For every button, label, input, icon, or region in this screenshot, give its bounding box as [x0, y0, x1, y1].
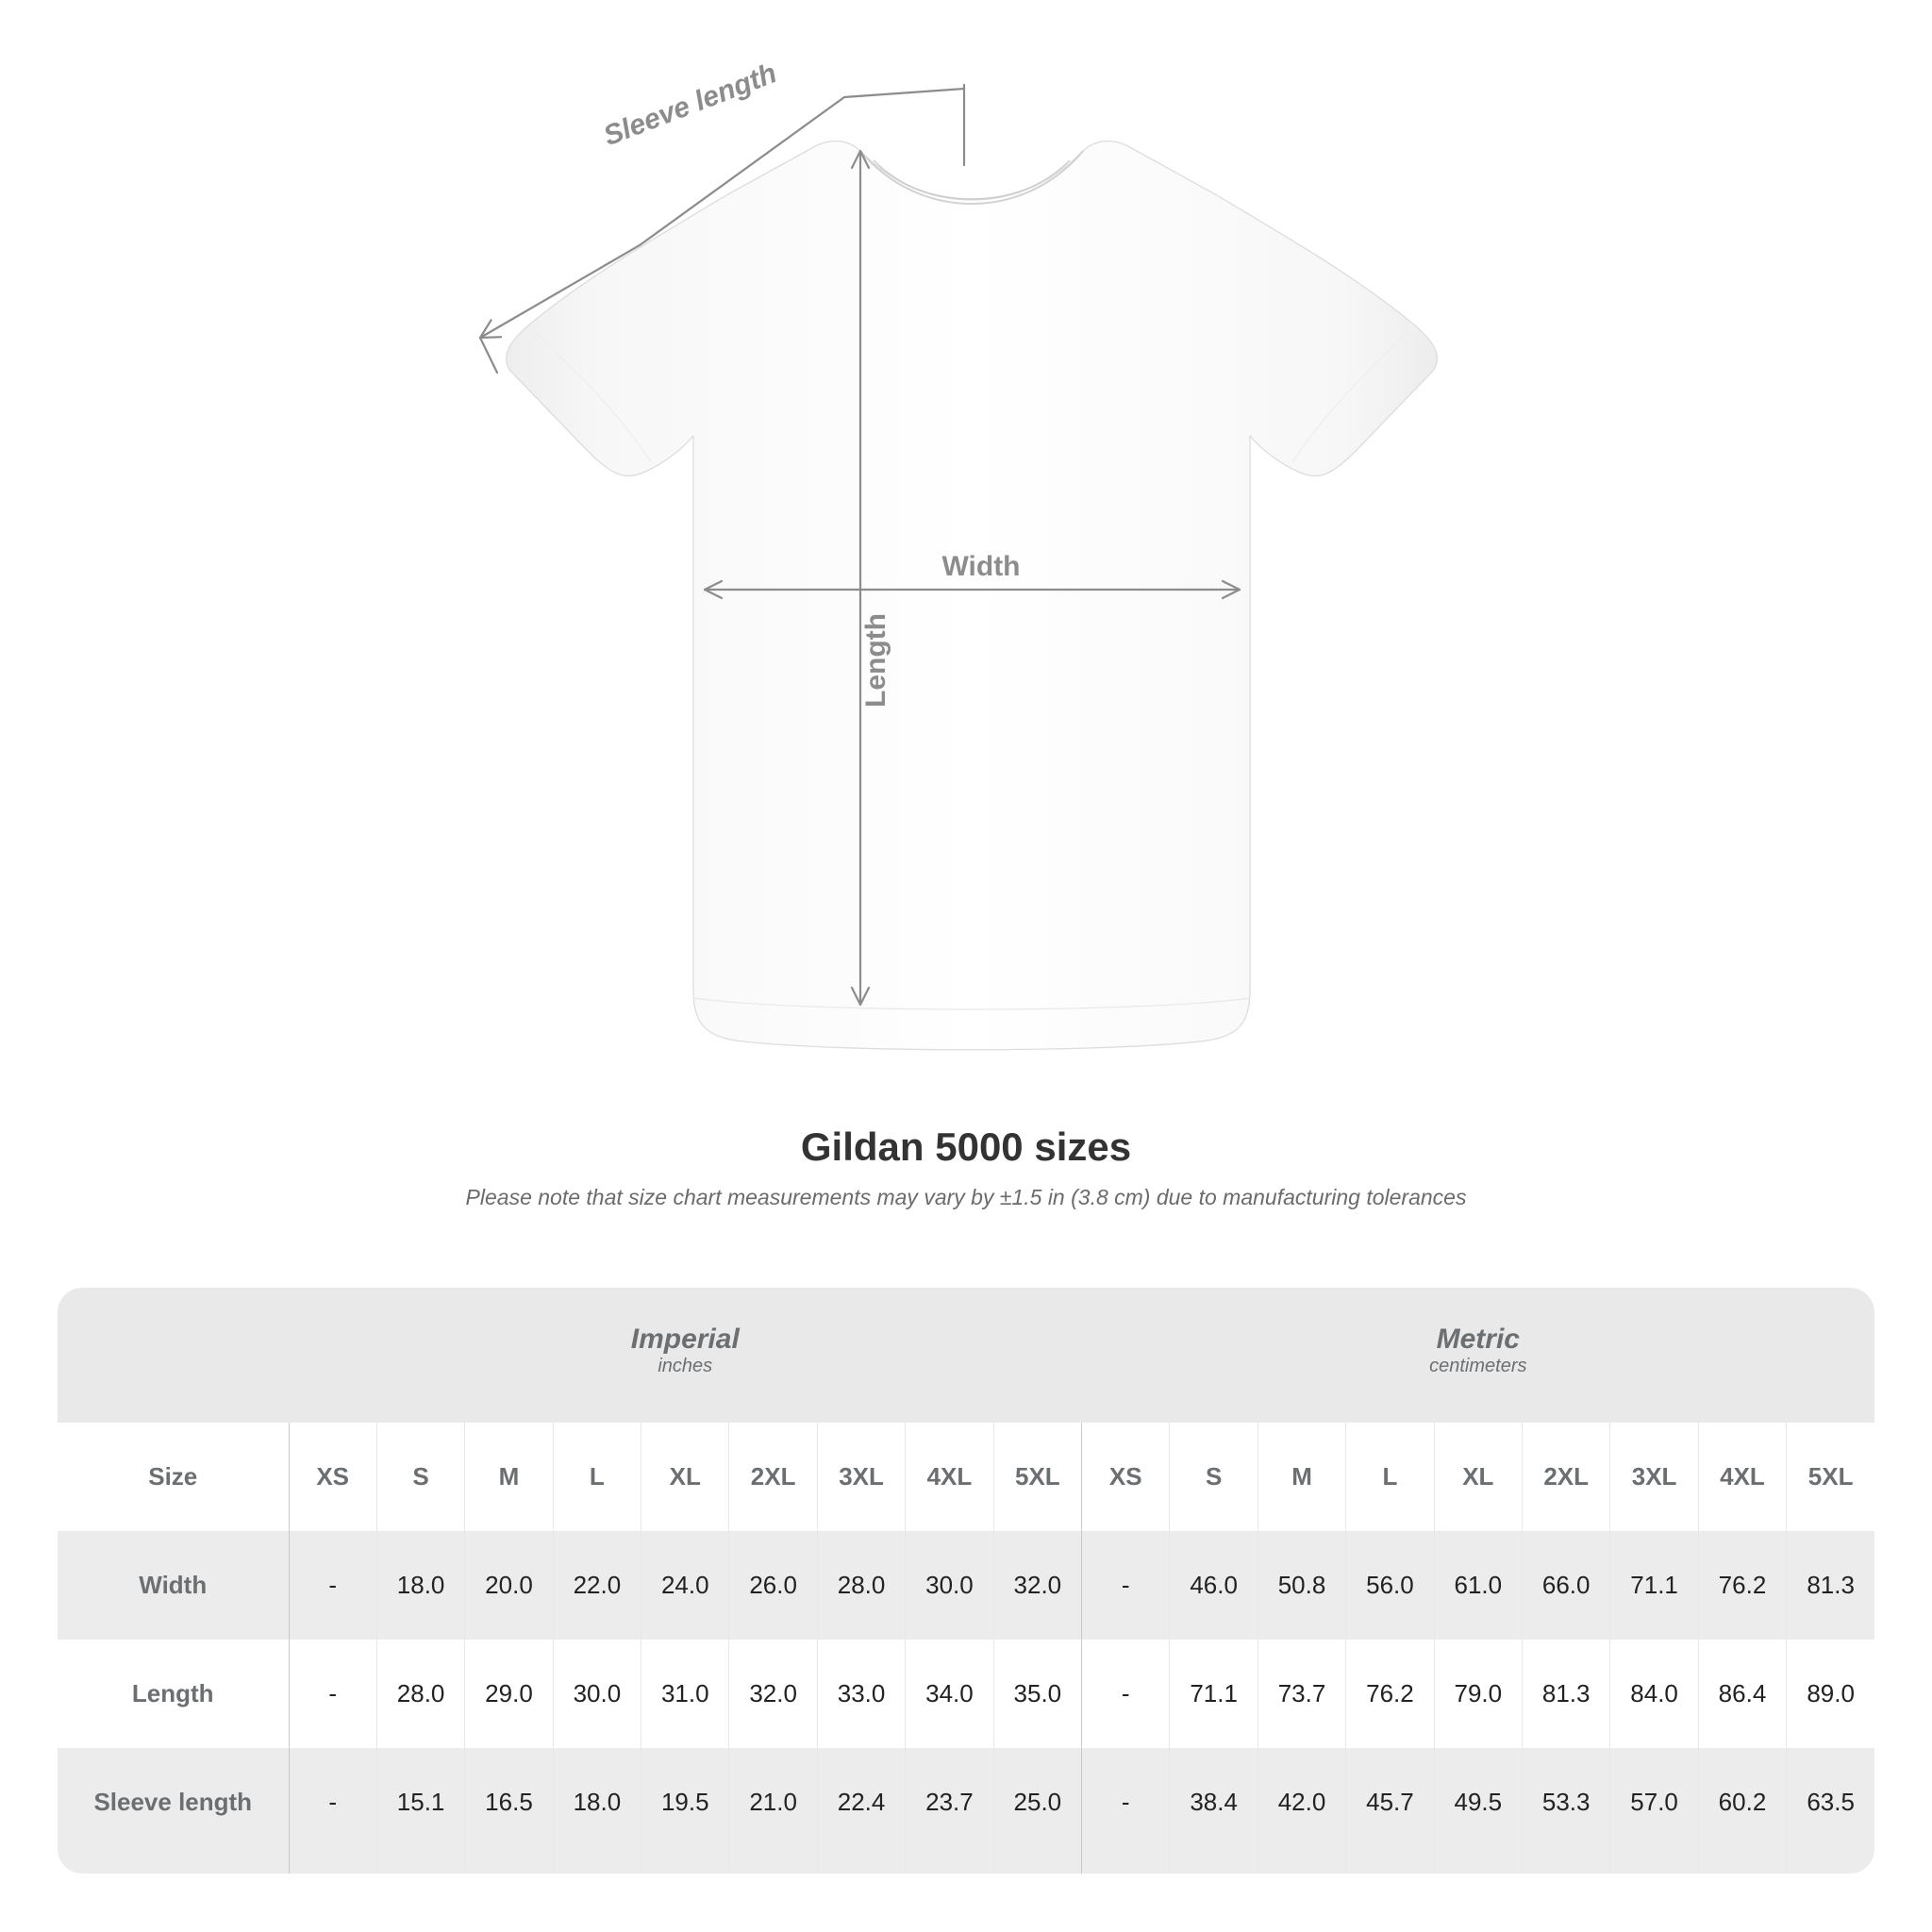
svg-text:Sleeve length: Sleeve length [599, 58, 780, 152]
svg-text:Length: Length [860, 613, 891, 708]
svg-text:Width: Width [941, 551, 1020, 582]
